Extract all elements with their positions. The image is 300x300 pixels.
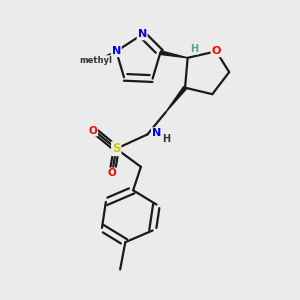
Text: methyl: methyl (79, 56, 112, 65)
Text: O: O (108, 168, 117, 178)
Text: S: S (112, 142, 121, 155)
Text: N: N (112, 46, 121, 56)
Text: N: N (152, 128, 161, 138)
Text: O: O (88, 125, 97, 136)
Text: H: H (190, 44, 198, 54)
Polygon shape (166, 87, 187, 112)
Polygon shape (160, 51, 188, 58)
Text: H: H (162, 134, 170, 144)
Text: N: N (138, 29, 147, 40)
Text: O: O (212, 46, 221, 56)
